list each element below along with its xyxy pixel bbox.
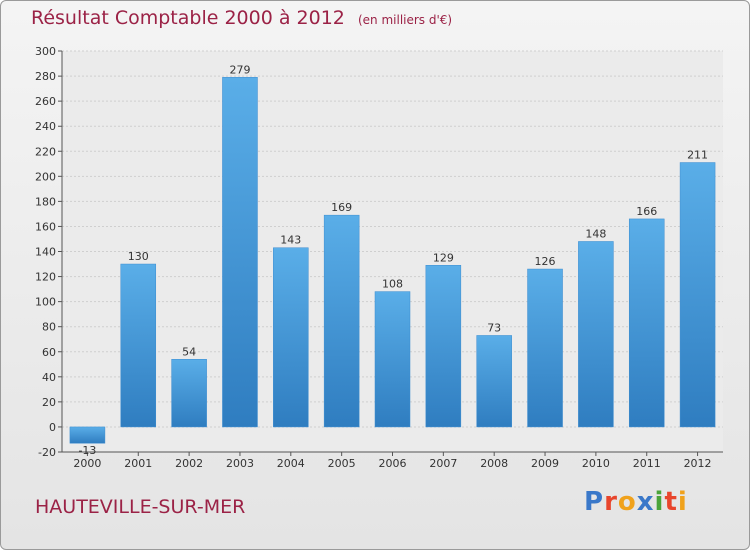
x-tick-label: 2008 bbox=[480, 457, 508, 470]
axes bbox=[58, 50, 723, 456]
y-tick-label: 0 bbox=[49, 421, 56, 434]
y-tick-label: 40 bbox=[42, 371, 56, 384]
bar-2002 bbox=[171, 359, 207, 428]
data-label: 54 bbox=[182, 345, 196, 358]
brand-letter: P bbox=[584, 487, 605, 517]
data-label: 279 bbox=[229, 63, 250, 76]
y-tick-label: 120 bbox=[35, 271, 56, 284]
y-tick-label: 240 bbox=[35, 120, 56, 133]
brand-letter: r bbox=[604, 487, 618, 517]
y-tick-label: 160 bbox=[35, 220, 56, 233]
bar-2000 bbox=[69, 426, 106, 444]
data-label: 148 bbox=[585, 227, 606, 240]
x-tick-label: 2002 bbox=[175, 457, 203, 470]
data-label: 129 bbox=[433, 251, 454, 264]
y-tick-label: 100 bbox=[35, 296, 56, 309]
y-tick-label: 300 bbox=[35, 45, 56, 58]
chart-subtitle: (en milliers d'€) bbox=[357, 13, 453, 27]
x-tick-label: 2012 bbox=[684, 457, 712, 470]
data-label: 73 bbox=[487, 321, 501, 334]
bar-2006 bbox=[374, 291, 411, 428]
brand-letter: i bbox=[677, 487, 688, 517]
x-tick-label: 2003 bbox=[226, 457, 254, 470]
bar-2010 bbox=[578, 241, 614, 428]
bar-2004 bbox=[273, 247, 309, 428]
data-labels: -13 130 54 279 143 169 108 129 73 126 148 166 211 bbox=[78, 63, 708, 457]
x-tick-label: 2007 bbox=[429, 457, 457, 470]
data-label: -13 bbox=[78, 444, 96, 457]
data-label: 130 bbox=[128, 250, 149, 263]
data-label: 108 bbox=[382, 278, 403, 291]
data-label: 143 bbox=[280, 234, 301, 247]
bar-2011 bbox=[628, 218, 665, 428]
x-tick-label: 2000 bbox=[73, 457, 101, 470]
y-tick-label: 20 bbox=[42, 396, 56, 409]
bars bbox=[69, 77, 716, 444]
data-label: 166 bbox=[636, 205, 657, 218]
brand-letter: x bbox=[636, 487, 655, 517]
y-tick-label: 80 bbox=[42, 321, 56, 334]
brand-letter: t bbox=[664, 487, 678, 517]
brand-letter: o bbox=[617, 487, 637, 517]
x-tick-label: 2005 bbox=[328, 457, 356, 470]
brand-letter: i bbox=[654, 487, 665, 517]
bar-2012 bbox=[679, 162, 716, 428]
data-label: 169 bbox=[331, 201, 352, 214]
bar-2001 bbox=[120, 263, 157, 428]
data-label: 126 bbox=[535, 255, 556, 268]
y-tick-label: 200 bbox=[35, 170, 56, 183]
y-tick-label: 140 bbox=[35, 246, 56, 259]
x-tick-label: 2006 bbox=[379, 457, 407, 470]
y-tick-label: 220 bbox=[35, 145, 56, 158]
x-tick-label: 2009 bbox=[531, 457, 559, 470]
y-tick-label: 180 bbox=[35, 195, 56, 208]
bar-2003 bbox=[222, 77, 258, 428]
x-tick-label: 2010 bbox=[582, 457, 610, 470]
y-tick-label: 60 bbox=[42, 346, 56, 359]
bar-2005 bbox=[323, 214, 360, 428]
location-label: HAUTEVILLE-SUR-MER bbox=[35, 496, 246, 518]
y-tick-label: 260 bbox=[35, 95, 56, 108]
tick-labels: -20 0 20 40 60 80 100 120 140 160 180 200 220 240 260 2… bbox=[35, 45, 712, 470]
bar-2008 bbox=[476, 335, 512, 428]
y-tick-label: 280 bbox=[35, 70, 56, 83]
brand-logo: Proxiti bbox=[584, 487, 688, 517]
x-tick-label: 2004 bbox=[277, 457, 305, 470]
data-label: 211 bbox=[687, 149, 708, 162]
y-tick-label: -20 bbox=[38, 446, 56, 459]
x-tick-label: 2011 bbox=[633, 457, 661, 470]
title-row: Résultat Comptable 2000 à 2012 (en milli… bbox=[31, 7, 452, 29]
x-tick-label: 2001 bbox=[124, 457, 152, 470]
chart-title: Résultat Comptable 2000 à 2012 bbox=[31, 7, 345, 29]
bar-2009 bbox=[527, 268, 563, 428]
bar-2007 bbox=[425, 265, 462, 428]
